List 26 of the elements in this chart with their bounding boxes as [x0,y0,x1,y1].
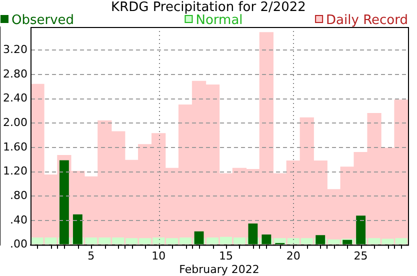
bar [194,231,204,244]
bar [248,224,258,244]
y-tick-label: 2.40 [2,92,28,105]
x-tick-label: 10 [152,249,166,262]
bar [356,216,366,244]
bar [262,234,272,244]
y-tick-label: .80 [10,188,28,202]
y-tick-label: 1.60 [2,140,28,154]
x-tick-label: 20 [286,249,300,262]
bar [316,235,326,244]
chart-title: KRDG Precipitation for 2/2022 [111,0,306,15]
legend-label: Normal [196,13,243,28]
bar [59,160,69,244]
x-tick-label: 15 [218,249,233,262]
x-tick-label: 5 [88,249,95,262]
x-axis-title: February 2022 [179,263,260,276]
y-tick-label: 2.80 [2,67,28,80]
y-tick-label: 2.00 [2,116,28,129]
y-tick-label: .00 [10,238,28,251]
y-tick-label: .40 [10,213,28,226]
y-tick-label: 1.20 [2,164,28,178]
legend-label: Daily Record [326,13,408,28]
y-tick-label: 3.20 [2,42,28,56]
x-tick-label: 25 [354,249,368,262]
legend-label: Observed [11,13,74,28]
bar [72,214,82,244]
